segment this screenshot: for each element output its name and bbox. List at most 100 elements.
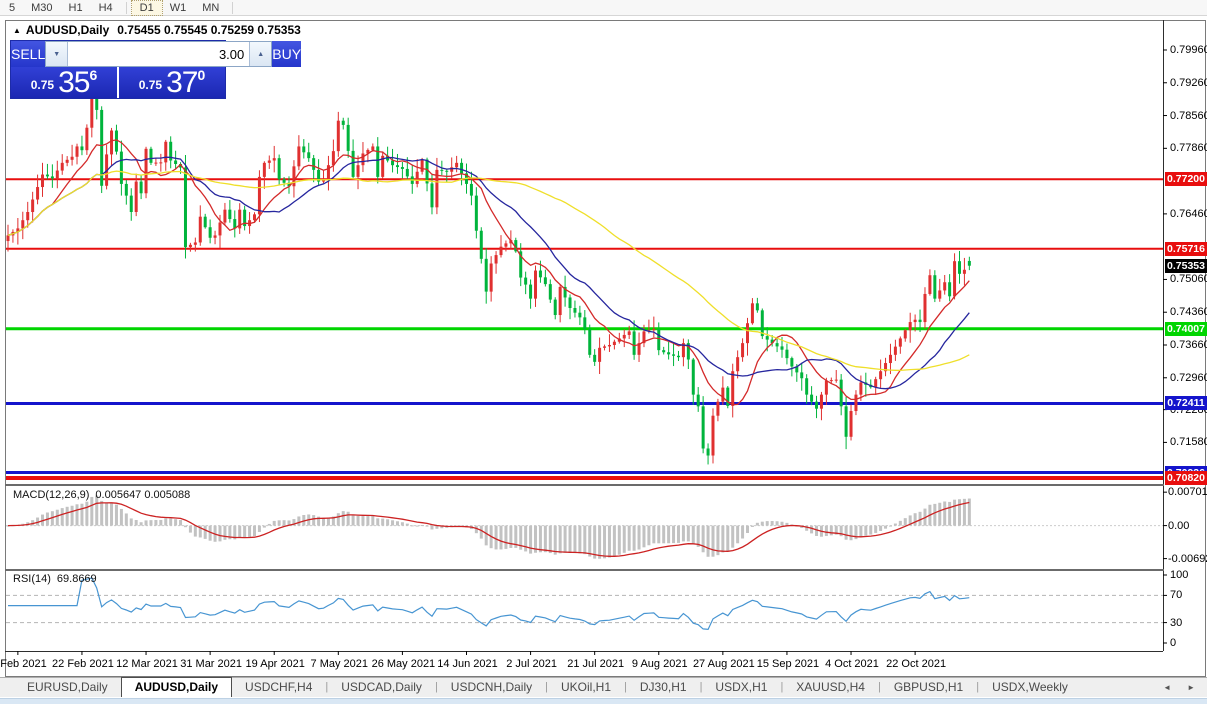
rsi-indicator-label: RSI(14) 69.8669 [13, 573, 97, 585]
timeframe-toolbar: 5 M30 H1 H4 D1 W1 MN [0, 0, 1207, 16]
sell-button[interactable]: SELL [11, 41, 46, 67]
current-price-label: 0.75353 [1165, 258, 1207, 273]
chart-tabs-bar: EURUSD,Daily AUDUSD,Daily USDCHF,H4 | USDCAD… [0, 677, 1207, 697]
date-axis-label: 27 Aug 2021 [692, 658, 755, 670]
sell-price-big: 35 [58, 66, 90, 99]
trade-panel-controls: SELL ▼ ▲ BUY [11, 41, 302, 67]
rsi-title: RSI(14) [13, 573, 51, 585]
toolbar-separator [125, 1, 127, 14]
sell-price-sup: 6 [89, 67, 98, 83]
volume-increase-button[interactable]: ▲ [249, 42, 272, 66]
date-axis-label: 26 May 2021 [371, 658, 436, 670]
timeframe-D1[interactable]: D1 [130, 0, 163, 16]
macd-axis-tick: -0.006927 [1168, 552, 1207, 565]
date-axis-label: 15 Sep 2021 [756, 658, 820, 670]
tab-gbpusd-h1[interactable]: GBPUSD,H1 [893, 680, 964, 694]
date-axis-label: 7 May 2021 [310, 658, 369, 670]
macd-histogram [6, 495, 971, 559]
moving-average-55 [7, 170, 970, 372]
pane-separator-macd[interactable] [5, 484, 1164, 486]
buy-price[interactable]: 0.75 37 0 [119, 67, 225, 98]
tab-usdx-h1[interactable]: USDX,H1 [715, 680, 768, 694]
macd-axis-tick: 0.00 [1168, 519, 1190, 532]
tab-scroll-arrows: ◄ ► [1163, 683, 1207, 692]
chart-canvas[interactable] [0, 0, 1207, 677]
tab-usdcnh-daily[interactable]: USDCNH,Daily [450, 680, 533, 694]
date-axis-label: 21 Jul 2021 [567, 658, 625, 670]
timeframe-5[interactable]: 5 [9, 1, 16, 14]
tab-usdx-weekly[interactable]: USDX,Weekly [992, 680, 1068, 694]
rsi-axis-tick: 100 [1170, 569, 1189, 581]
price-axis-tick: 0.73660 [1170, 338, 1207, 351]
price-level-label: 0.77200 [1165, 172, 1207, 187]
date-axis-label: 14 Jun 2021 [437, 658, 498, 670]
buy-button[interactable]: BUY [272, 41, 302, 67]
chart-symbol: AUDUSD,Daily [25, 23, 110, 37]
price-axis-tick: 0.79960 [1170, 43, 1207, 56]
timeframe-H1[interactable]: H1 [68, 1, 83, 14]
tab-xauusd-h4[interactable]: XAUUSD,H4 [796, 680, 865, 694]
tab-divider: | [434, 680, 438, 693]
timeframe-MN[interactable]: MN [202, 1, 220, 14]
tab-dj30-h1[interactable]: DJ30,H1 [639, 680, 687, 694]
toolbar-separator [232, 1, 234, 14]
volume-decrease-button[interactable]: ▼ [46, 42, 69, 66]
tabs-scroll-right-icon[interactable]: ► [1187, 683, 1195, 692]
price-axis-tick: 0.78560 [1170, 109, 1207, 122]
price-level-label: 0.75716 [1165, 241, 1207, 256]
tab-divider: | [545, 680, 548, 693]
candles-layer [6, 73, 971, 465]
tab-divider: | [877, 680, 881, 693]
tab-divider: | [624, 680, 627, 693]
date-axis-label: 22 Feb 2021 [52, 658, 114, 670]
sell-price[interactable]: 0.75 35 6 [11, 67, 117, 98]
chart-ohlc-values: 0.75455 0.75545 0.75259 0.75353 [117, 23, 301, 37]
tab-audusd-daily[interactable]: AUDUSD,Daily [120, 677, 233, 697]
price-level-label: 0.70820 [1165, 470, 1207, 485]
price-level-label: 0.72411 [1165, 396, 1207, 411]
tabs-scroll-left-icon[interactable]: ◄ [1163, 683, 1172, 692]
chevron-down-icon: ▼ [53, 50, 61, 58]
chart-title: ▲ AUDUSD,Daily 0.75455 0.75545 0.75259 0.7… [13, 23, 301, 37]
timeframe-H4[interactable]: H4 [98, 1, 113, 14]
date-axis-label: 9 Aug 2021 [631, 658, 688, 670]
macd-indicator-label: MACD(12,26,9) 0.005647 0.005088 [13, 489, 190, 501]
moving-average-10 [7, 139, 970, 406]
moving-average-20 [7, 156, 970, 390]
date-axis-label: 2 Jul 2021 [506, 658, 557, 670]
buy-price-sup: 0 [197, 67, 206, 83]
tab-ukoil-h1[interactable]: UKOil,H1 [561, 680, 612, 694]
level-lines-layer [6, 178, 1163, 480]
date-axis-label: 19 Apr 2021 [245, 658, 305, 670]
tab-divider: | [325, 680, 329, 693]
tab-usdchf-h4[interactable]: USDCHF,H4 [245, 680, 313, 694]
price-level-label: 0.74007 [1165, 321, 1207, 336]
buy-price-prefix: 0.75 [138, 78, 163, 92]
date-axis-label: 3 Feb 2021 [0, 658, 47, 670]
pane-separator-rsi[interactable] [5, 569, 1164, 571]
volume-input[interactable] [68, 42, 250, 66]
tab-usdcad-daily[interactable]: USDCAD,Daily [341, 680, 422, 694]
tab-divider: | [780, 680, 784, 693]
timeframe-W1[interactable]: W1 [169, 1, 187, 14]
rsi-axis-tick: 70 [1170, 589, 1183, 602]
price-axis-tick: 0.72960 [1170, 371, 1207, 384]
sell-price-prefix: 0.75 [30, 78, 55, 92]
macd-axis-tick: 0.007015 [1168, 486, 1207, 499]
date-axis-label: 31 Mar 2021 [180, 658, 242, 670]
buy-price-big: 37 [166, 66, 198, 99]
macd-title: MACD(12,26,9) [13, 489, 90, 501]
timeframe-M30[interactable]: M30 [31, 1, 53, 14]
price-axis-tick: 0.76460 [1170, 207, 1207, 220]
price-axis-tick: 0.79260 [1170, 76, 1207, 89]
rsi-line [8, 577, 970, 631]
tab-eurusd-daily[interactable]: EURUSD,Daily [27, 680, 108, 694]
tab-divider: | [976, 680, 980, 693]
price-axis-tick: 0.75060 [1170, 273, 1207, 286]
status-bar [0, 698, 1207, 704]
date-axis-label: 4 Oct 2021 [825, 658, 879, 670]
trade-panel-toggle-icon[interactable]: ▲ [13, 26, 21, 35]
price-axis-tick: 0.74360 [1170, 306, 1207, 319]
macd-values: 0.005647 0.005088 [95, 489, 191, 501]
